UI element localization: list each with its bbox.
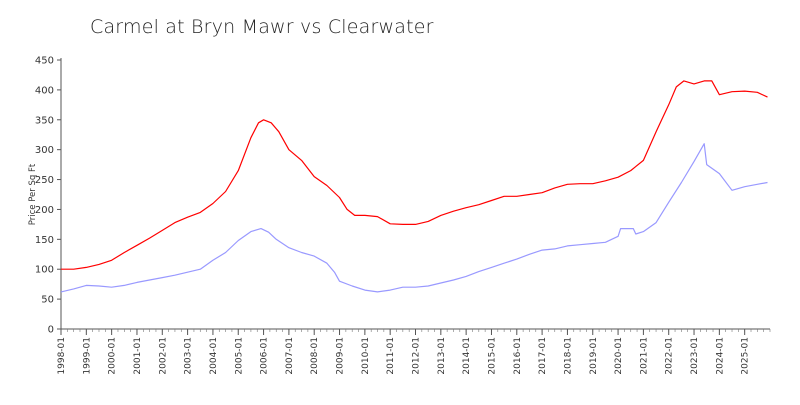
x-tick-label-2010-01: 2010-01 bbox=[361, 337, 371, 375]
x-tick-label-2024-01: 2024-01 bbox=[715, 337, 725, 375]
x-tick-label-2009-01: 2009-01 bbox=[336, 337, 346, 375]
x-tick-label-1999-01: 1999-01 bbox=[82, 337, 92, 375]
series-line-clearwater bbox=[60, 143, 768, 293]
x-tick-label-2017-01: 2017-01 bbox=[538, 337, 548, 375]
y-tick-label-200: 200 bbox=[35, 205, 54, 216]
x-tick-label-2016-01: 2016-01 bbox=[513, 337, 523, 375]
x-tick-label-2011-01: 2011-01 bbox=[386, 337, 396, 375]
x-tick-label-2022-01: 2022-01 bbox=[665, 337, 675, 375]
x-tick-label-2006-01: 2006-01 bbox=[260, 337, 270, 375]
x-tick-label-2001-01: 2001-01 bbox=[133, 337, 143, 375]
x-tick-label-2013-01: 2013-01 bbox=[437, 337, 447, 375]
x-tick-label-2019-01: 2019-01 bbox=[589, 337, 599, 375]
x-tick-label-2003-01: 2003-01 bbox=[184, 337, 194, 375]
y-axis-label: Price Per Sq Ft bbox=[28, 163, 38, 225]
x-tick-label-2018-01: 2018-01 bbox=[563, 337, 573, 375]
y-tick-label-300: 300 bbox=[35, 145, 54, 156]
y-tick-label-150: 150 bbox=[35, 235, 54, 246]
x-tick-label-2023-01: 2023-01 bbox=[690, 337, 700, 375]
x-tick-label-2007-01: 2007-01 bbox=[285, 337, 295, 375]
x-tick-label-2012-01: 2012-01 bbox=[412, 337, 422, 375]
y-tick-label-450: 450 bbox=[35, 56, 54, 67]
chart-title: Carmel at Bryn Mawr vs Clearwater bbox=[90, 16, 434, 38]
y-tick-label-0: 0 bbox=[48, 325, 54, 336]
x-tick-label-2004-01: 2004-01 bbox=[209, 337, 219, 375]
y-tick-label-100: 100 bbox=[35, 265, 54, 276]
x-tick-label-2021-01: 2021-01 bbox=[639, 337, 649, 375]
x-tick-label-2015-01: 2015-01 bbox=[487, 337, 497, 375]
x-tick-label-2005-01: 2005-01 bbox=[234, 337, 244, 375]
x-tick-label-1998-01: 1998-01 bbox=[57, 337, 67, 375]
y-tick-label-250: 250 bbox=[35, 175, 54, 186]
x-tick-label-2002-01: 2002-01 bbox=[158, 337, 168, 375]
x-tick-label-2000-01: 2000-01 bbox=[108, 337, 118, 375]
x-tick-label-2014-01: 2014-01 bbox=[462, 337, 472, 375]
y-tick-label-350: 350 bbox=[35, 115, 54, 126]
y-tick-label-50: 50 bbox=[41, 295, 54, 306]
series-line-carmel-at-bryn-mawr bbox=[61, 80, 768, 270]
x-tick-label-2025-01: 2025-01 bbox=[741, 337, 751, 375]
y-tick-label-400: 400 bbox=[35, 85, 54, 96]
x-tick-label-2008-01: 2008-01 bbox=[310, 337, 320, 375]
x-tick-label-2020-01: 2020-01 bbox=[614, 337, 624, 375]
